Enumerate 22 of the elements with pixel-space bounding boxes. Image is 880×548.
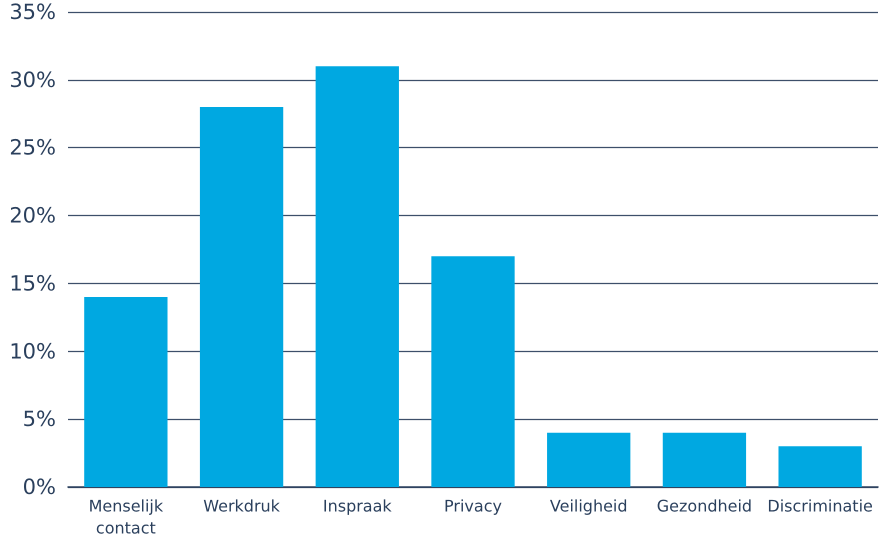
y-tick-label: 35% (9, 0, 56, 24)
bar (316, 66, 399, 487)
x-tick-label: Werkdruk (203, 496, 281, 516)
x-tick-label: Veiligheid (550, 496, 628, 516)
bar (662, 432, 746, 487)
y-tick-label: 5% (22, 407, 56, 432)
bar (84, 297, 168, 487)
y-tick-label: 15% (9, 271, 56, 296)
bar (200, 107, 284, 487)
x-tick-label: Discriminatie (767, 496, 873, 516)
bar (778, 446, 862, 487)
y-tick-label: 30% (9, 68, 56, 92)
x-tick-label: Menselijk contact (88, 496, 164, 538)
y-tick-label: 20% (9, 204, 56, 228)
x-tick-label: Privacy (444, 496, 502, 516)
bar (431, 256, 515, 487)
y-tick-label: 25% (9, 136, 56, 160)
bar (547, 432, 630, 487)
x-tick-label: Gezondheid (656, 496, 752, 516)
y-tick-label: 0% (22, 475, 56, 499)
y-tick-label: 10% (9, 339, 56, 364)
x-tick-label: Inspraak (322, 496, 392, 516)
